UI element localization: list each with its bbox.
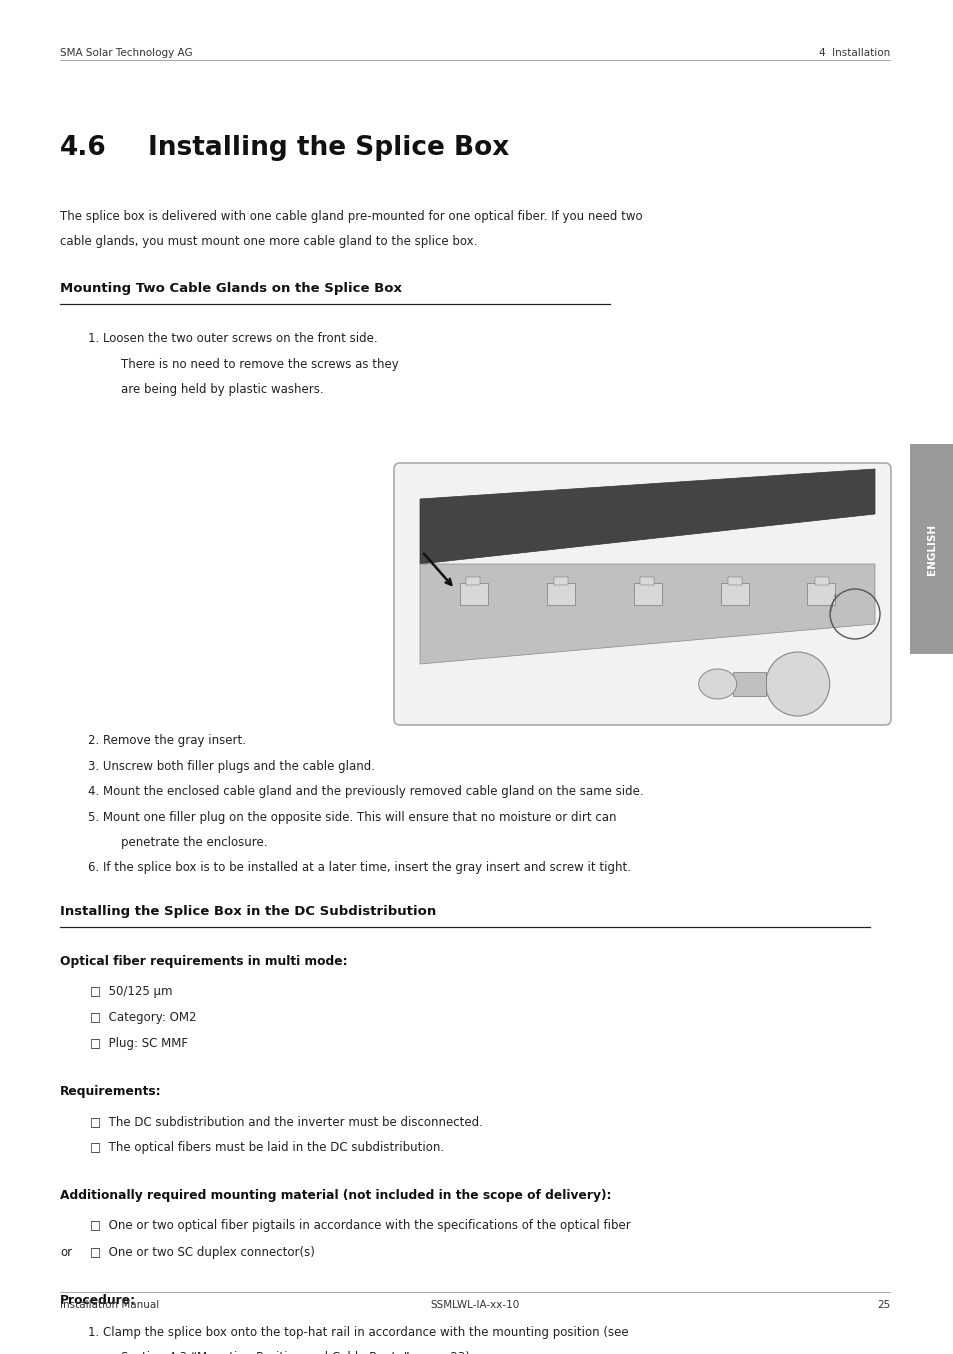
- Text: There is no need to remove the screws as they: There is no need to remove the screws as…: [106, 357, 398, 371]
- Polygon shape: [419, 565, 874, 663]
- FancyBboxPatch shape: [394, 463, 890, 724]
- Polygon shape: [732, 672, 765, 696]
- Text: 25: 25: [876, 1300, 889, 1311]
- Text: 4  Installation: 4 Installation: [818, 47, 889, 58]
- Bar: [814, 577, 827, 585]
- Text: 1. Clamp the splice box onto the top-hat rail in accordance with the mounting po: 1. Clamp the splice box onto the top-hat…: [88, 1326, 628, 1339]
- Text: Section 4.3 “Mounting Position and Cable Route”, page 23).: Section 4.3 “Mounting Position and Cable…: [106, 1351, 473, 1354]
- Text: 6. If the splice box is to be installed at a later time, insert the gray insert : 6. If the splice box is to be installed …: [88, 861, 630, 875]
- Bar: [639, 577, 654, 585]
- Text: 4. Mount the enclosed cable gland and the previously removed cable gland on the : 4. Mount the enclosed cable gland and th…: [88, 785, 643, 798]
- Text: Mounting Two Cable Glands on the Splice Box: Mounting Two Cable Glands on the Splice …: [60, 282, 401, 295]
- Bar: [633, 584, 660, 605]
- Text: SMA Solar Technology AG: SMA Solar Technology AG: [60, 47, 193, 58]
- Text: are being held by plastic washers.: are being held by plastic washers.: [106, 383, 323, 395]
- Bar: [727, 577, 740, 585]
- Text: penetrate the enclosure.: penetrate the enclosure.: [106, 835, 267, 849]
- Text: Optical fiber requirements in multi mode:: Optical fiber requirements in multi mode…: [60, 955, 347, 968]
- Text: □  The DC subdistribution and the inverter must be disconnected.: □ The DC subdistribution and the inverte…: [90, 1114, 482, 1128]
- Text: □  One or two optical fiber pigtails in accordance with the specifications of th: □ One or two optical fiber pigtails in a…: [90, 1219, 630, 1232]
- Bar: [459, 584, 487, 605]
- Text: □  One or two SC duplex connector(s): □ One or two SC duplex connector(s): [90, 1246, 314, 1259]
- Text: Procedure:: Procedure:: [60, 1294, 136, 1307]
- Bar: [466, 577, 480, 585]
- Text: Requirements:: Requirements:: [60, 1085, 161, 1098]
- Text: Installing the Splice Box in the DC Subdistribution: Installing the Splice Box in the DC Subd…: [60, 904, 436, 918]
- Text: □  50/125 µm: □ 50/125 µm: [90, 984, 172, 998]
- Text: Installation Manual: Installation Manual: [60, 1300, 159, 1311]
- Text: 1. Loosen the two outer screws on the front side.: 1. Loosen the two outer screws on the fr…: [88, 332, 377, 345]
- Bar: [909, 444, 953, 654]
- Text: □  The optical fibers must be laid in the DC subdistribution.: □ The optical fibers must be laid in the…: [90, 1141, 444, 1154]
- Bar: [546, 584, 574, 605]
- Text: SSMLWL-IA-xx-10: SSMLWL-IA-xx-10: [430, 1300, 519, 1311]
- Bar: [806, 584, 835, 605]
- Polygon shape: [419, 468, 874, 565]
- Text: Additionally required mounting material (not included in the scope of delivery):: Additionally required mounting material …: [60, 1189, 611, 1202]
- Text: or: or: [60, 1246, 72, 1259]
- Circle shape: [765, 653, 829, 716]
- Bar: [553, 577, 567, 585]
- Bar: [720, 584, 748, 605]
- Text: □  Plug: SC MMF: □ Plug: SC MMF: [90, 1037, 188, 1049]
- Text: 4.6: 4.6: [60, 135, 107, 161]
- Text: □  Category: OM2: □ Category: OM2: [90, 1011, 196, 1024]
- Text: The splice box is delivered with one cable gland pre-mounted for one optical fib: The splice box is delivered with one cab…: [60, 210, 642, 223]
- Text: 2. Remove the gray insert.: 2. Remove the gray insert.: [88, 734, 246, 747]
- Text: 5. Mount one filler plug on the opposite side. This will ensure that no moisture: 5. Mount one filler plug on the opposite…: [88, 811, 616, 823]
- Text: cable glands, you must mount one more cable gland to the splice box.: cable glands, you must mount one more ca…: [60, 236, 476, 248]
- Text: Installing the Splice Box: Installing the Splice Box: [148, 135, 509, 161]
- Text: 3. Unscrew both filler plugs and the cable gland.: 3. Unscrew both filler plugs and the cab…: [88, 760, 375, 773]
- Text: ENGLISH: ENGLISH: [926, 524, 936, 574]
- Ellipse shape: [698, 669, 736, 699]
